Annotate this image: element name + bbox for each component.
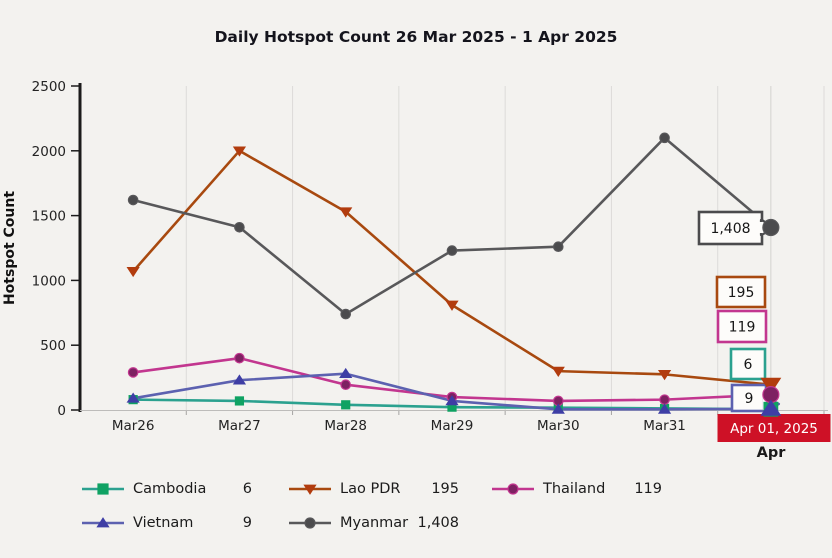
selected-date-label: Apr 01, 2025 bbox=[730, 421, 818, 437]
data-point-vietnam-0[interactable] bbox=[126, 392, 140, 403]
legend-marker-cambodia bbox=[82, 483, 124, 495]
y-tick-label: 2000 bbox=[32, 144, 66, 160]
y-tick-label: 1000 bbox=[32, 273, 66, 289]
x-tick-label: Mar30 bbox=[537, 418, 580, 434]
legend-label: Lao PDR bbox=[340, 481, 401, 497]
data-point-lao-pdr-2[interactable] bbox=[339, 207, 353, 218]
legend-value: 9 bbox=[242, 515, 252, 531]
data-point-vietnam-4[interactable] bbox=[551, 403, 565, 414]
legend-value: 119 bbox=[634, 481, 662, 497]
legend-label: Thailand bbox=[543, 481, 606, 497]
data-point-myanmar-3[interactable] bbox=[446, 245, 458, 256]
data-point-myanmar-6-selected[interactable] bbox=[762, 218, 780, 237]
data-point-vietnam-6-selected[interactable] bbox=[760, 399, 782, 416]
chart-title: Daily Hotspot Count 26 Mar 2025 - 1 Apr … bbox=[214, 28, 618, 46]
legend-item-cambodia[interactable]: Cambodia 6 bbox=[80, 478, 254, 500]
data-point-thailand-2[interactable] bbox=[340, 379, 352, 391]
callout-value-cambodia: 6 bbox=[744, 357, 753, 373]
callout-box-thailand bbox=[716, 309, 768, 344]
data-point-myanmar-4[interactable] bbox=[552, 241, 564, 253]
callout-box-vietnam bbox=[730, 383, 768, 413]
y-tick-label: 1500 bbox=[32, 209, 66, 225]
y-tick-label: 0 bbox=[57, 403, 66, 419]
callout-box-lao-pdr bbox=[715, 275, 767, 309]
selected-date-highlight bbox=[717, 414, 831, 442]
y-tick-label: 2500 bbox=[32, 79, 66, 95]
data-point-thailand-0[interactable] bbox=[127, 367, 139, 378]
data-point-myanmar-1[interactable] bbox=[234, 221, 245, 233]
callout-value-myanmar: 1,408 bbox=[710, 221, 750, 237]
callout-pointer-joint bbox=[759, 222, 763, 233]
legend-item-vietnam[interactable]: Vietnam 9 bbox=[80, 512, 254, 534]
data-point-vietnam-2[interactable] bbox=[339, 367, 353, 379]
data-point-myanmar-5[interactable] bbox=[659, 132, 670, 144]
data-point-thailand-1[interactable] bbox=[234, 352, 245, 364]
y-axis-title: Hotspot Count bbox=[2, 191, 18, 305]
legend-marker-vietnam bbox=[82, 517, 124, 528]
data-point-vietnam-1[interactable] bbox=[232, 374, 247, 385]
x-tick-label: Mar27 bbox=[218, 418, 261, 434]
callout-box-cambodia bbox=[729, 347, 767, 381]
data-point-myanmar-2[interactable] bbox=[340, 308, 352, 320]
legend-item-thailand[interactable]: Thailand 119 bbox=[490, 478, 664, 500]
legend-item-myanmar[interactable]: Myanmar 1,408 bbox=[287, 512, 461, 534]
data-point-lao-pdr-6-selected[interactable] bbox=[760, 377, 782, 394]
legend-marker-lao-pdr bbox=[289, 484, 331, 495]
y-tick-label: 500 bbox=[40, 338, 66, 354]
legend-label: Myanmar bbox=[340, 515, 409, 531]
legend-label: Vietnam bbox=[133, 515, 194, 531]
data-point-vietnam-5[interactable] bbox=[657, 403, 672, 414]
data-point-lao-pdr-3[interactable] bbox=[445, 300, 459, 311]
data-point-cambodia-2[interactable] bbox=[341, 400, 351, 410]
legend-item-lao-pdr[interactable]: Lao PDR 195 bbox=[287, 478, 461, 500]
callout-value-thailand: 119 bbox=[729, 320, 756, 336]
data-point-vietnam-3[interactable] bbox=[445, 395, 459, 406]
legend-label: Cambodia bbox=[133, 481, 207, 497]
legend-value: 1,408 bbox=[417, 515, 459, 531]
data-point-lao-pdr-4[interactable] bbox=[551, 366, 565, 377]
month-label: Apr bbox=[757, 445, 787, 461]
callout-box-myanmar bbox=[697, 210, 764, 246]
data-point-lao-pdr-5[interactable] bbox=[657, 370, 672, 381]
callout-value-lao-pdr: 195 bbox=[728, 285, 755, 301]
legend-value: 195 bbox=[431, 481, 459, 497]
callout-value-vietnam: 9 bbox=[745, 391, 754, 407]
x-tick-label: Mar31 bbox=[643, 418, 686, 434]
x-tick-label: Mar29 bbox=[431, 418, 474, 434]
data-point-lao-pdr-1[interactable] bbox=[232, 146, 247, 157]
data-point-lao-pdr-0[interactable] bbox=[126, 266, 140, 278]
data-point-myanmar-0[interactable] bbox=[127, 194, 139, 206]
x-tick-label: Mar28 bbox=[324, 418, 367, 434]
legend-marker-thailand bbox=[492, 483, 534, 495]
legend-marker-myanmar bbox=[289, 517, 331, 529]
x-tick-label: Mar26 bbox=[112, 418, 155, 434]
data-point-cambodia-1[interactable] bbox=[234, 396, 245, 406]
legend-value: 6 bbox=[242, 481, 252, 497]
